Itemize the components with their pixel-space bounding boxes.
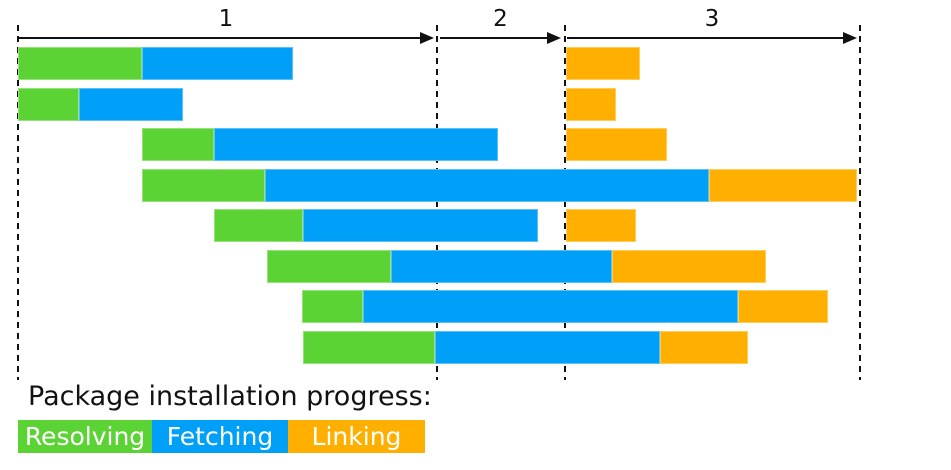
legend-item-fetching: Fetching [152, 420, 288, 453]
bar-segment-resolving [267, 250, 391, 283]
phase-arrow-line [440, 37, 549, 39]
bar-segment-fetching [303, 209, 538, 242]
phase-label: 2 [493, 6, 508, 32]
bar-segment-resolving [303, 331, 435, 364]
bar-segment-resolving [302, 290, 363, 323]
bar-segment-resolving [142, 169, 265, 202]
bar-segment-fetching [363, 290, 738, 323]
bar-segment-fetching [435, 331, 660, 364]
phase-label: 1 [218, 6, 234, 32]
phase-arrow-line [18, 37, 422, 39]
bar-segment-linking [660, 331, 748, 364]
phase-label: 3 [704, 6, 720, 32]
bar-segment-fetching [142, 47, 293, 80]
phase-boundary-line [436, 25, 438, 380]
bar-segment-linking [612, 250, 766, 283]
bar-segment-linking [566, 209, 636, 242]
bar-segment-resolving [18, 88, 79, 121]
bar-segment-fetching [391, 250, 612, 283]
arrow-right-icon [843, 32, 857, 44]
bar-segment-resolving [214, 209, 303, 242]
bar-segment-fetching [79, 88, 183, 121]
phase-boundary-line [564, 25, 566, 380]
bar-segment-linking [709, 169, 857, 202]
legend-title: Package installation progress: [28, 381, 432, 412]
bar-segment-linking [566, 47, 640, 80]
bar-segment-linking [566, 88, 616, 121]
bar-segment-fetching [214, 128, 498, 161]
legend-item-resolving: Resolving [18, 420, 152, 453]
phase-arrow-line [567, 37, 845, 39]
bar-segment-resolving [142, 128, 214, 161]
legend-item-linking: Linking [288, 420, 425, 453]
phase-boundary-line [859, 25, 861, 380]
bar-segment-linking [738, 290, 828, 323]
phase-boundary-line [17, 25, 19, 380]
bar-segment-resolving [18, 47, 142, 80]
bar-segment-fetching [265, 169, 709, 202]
arrow-right-icon [547, 32, 561, 44]
arrow-right-icon [420, 32, 434, 44]
bar-segment-linking [566, 128, 667, 161]
